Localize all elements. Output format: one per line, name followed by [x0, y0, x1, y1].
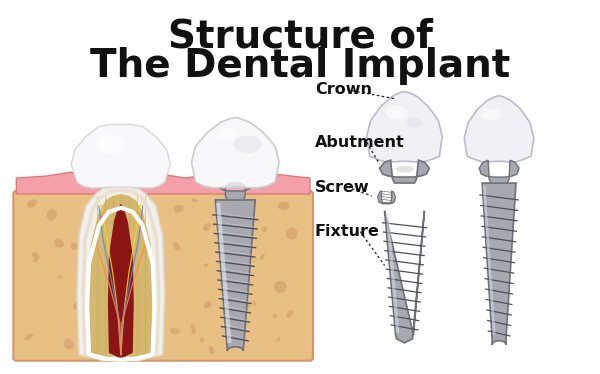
Ellipse shape	[274, 280, 287, 293]
Polygon shape	[217, 174, 253, 200]
Ellipse shape	[190, 324, 195, 329]
Ellipse shape	[64, 338, 74, 349]
Ellipse shape	[101, 289, 112, 298]
Ellipse shape	[169, 328, 181, 334]
FancyBboxPatch shape	[13, 191, 313, 361]
Ellipse shape	[209, 346, 215, 354]
Ellipse shape	[122, 252, 131, 259]
Ellipse shape	[236, 320, 239, 324]
Polygon shape	[71, 125, 170, 188]
Polygon shape	[479, 160, 519, 183]
Ellipse shape	[226, 182, 245, 190]
Ellipse shape	[286, 310, 293, 318]
Ellipse shape	[481, 108, 501, 120]
Ellipse shape	[158, 270, 165, 275]
Ellipse shape	[113, 329, 125, 341]
Ellipse shape	[124, 202, 134, 211]
Ellipse shape	[407, 117, 422, 128]
Ellipse shape	[253, 301, 257, 306]
Ellipse shape	[245, 303, 250, 308]
Text: Crown: Crown	[315, 82, 372, 97]
Ellipse shape	[86, 298, 97, 307]
Ellipse shape	[88, 245, 97, 254]
Ellipse shape	[128, 306, 137, 316]
Ellipse shape	[191, 328, 196, 335]
Ellipse shape	[73, 302, 80, 310]
Ellipse shape	[203, 301, 212, 309]
Polygon shape	[367, 92, 442, 162]
Ellipse shape	[24, 334, 33, 340]
Polygon shape	[464, 96, 534, 162]
Polygon shape	[16, 172, 310, 194]
Ellipse shape	[239, 272, 248, 279]
Ellipse shape	[54, 238, 64, 248]
Ellipse shape	[277, 337, 281, 342]
Text: The Dental Implant: The Dental Implant	[90, 47, 510, 85]
Ellipse shape	[111, 236, 120, 245]
Ellipse shape	[138, 317, 143, 320]
Polygon shape	[385, 211, 424, 343]
Ellipse shape	[110, 269, 120, 276]
Polygon shape	[482, 183, 516, 345]
Text: Fixture: Fixture	[315, 224, 380, 239]
Ellipse shape	[140, 221, 146, 233]
Ellipse shape	[222, 308, 226, 312]
Ellipse shape	[89, 199, 97, 207]
Ellipse shape	[225, 241, 233, 250]
Ellipse shape	[192, 198, 197, 203]
Ellipse shape	[286, 227, 298, 240]
Ellipse shape	[217, 128, 237, 140]
Ellipse shape	[272, 314, 278, 318]
Ellipse shape	[173, 242, 181, 251]
Polygon shape	[108, 204, 134, 359]
Polygon shape	[191, 117, 279, 188]
Polygon shape	[377, 191, 395, 204]
Polygon shape	[77, 186, 164, 361]
Ellipse shape	[237, 319, 245, 325]
Text: Screw: Screw	[315, 180, 370, 194]
Ellipse shape	[199, 337, 205, 343]
Text: Structure of: Structure of	[167, 17, 433, 55]
Ellipse shape	[100, 322, 111, 334]
Ellipse shape	[32, 252, 38, 257]
Ellipse shape	[70, 243, 78, 250]
Ellipse shape	[224, 232, 228, 236]
Polygon shape	[89, 194, 152, 358]
Ellipse shape	[47, 209, 57, 221]
Ellipse shape	[260, 254, 265, 260]
Ellipse shape	[204, 263, 208, 267]
Ellipse shape	[203, 223, 211, 231]
Ellipse shape	[395, 166, 413, 173]
Text: Abutment: Abutment	[315, 135, 404, 150]
Ellipse shape	[33, 255, 40, 263]
Ellipse shape	[386, 105, 407, 120]
Ellipse shape	[96, 134, 126, 154]
Ellipse shape	[233, 135, 261, 153]
Ellipse shape	[58, 275, 62, 279]
Polygon shape	[380, 160, 430, 183]
Polygon shape	[215, 200, 255, 351]
Ellipse shape	[89, 286, 100, 293]
Ellipse shape	[262, 226, 268, 232]
Ellipse shape	[244, 212, 250, 218]
Ellipse shape	[278, 202, 290, 210]
Ellipse shape	[242, 222, 253, 234]
Ellipse shape	[173, 205, 184, 213]
Ellipse shape	[116, 235, 128, 247]
Ellipse shape	[27, 199, 37, 208]
